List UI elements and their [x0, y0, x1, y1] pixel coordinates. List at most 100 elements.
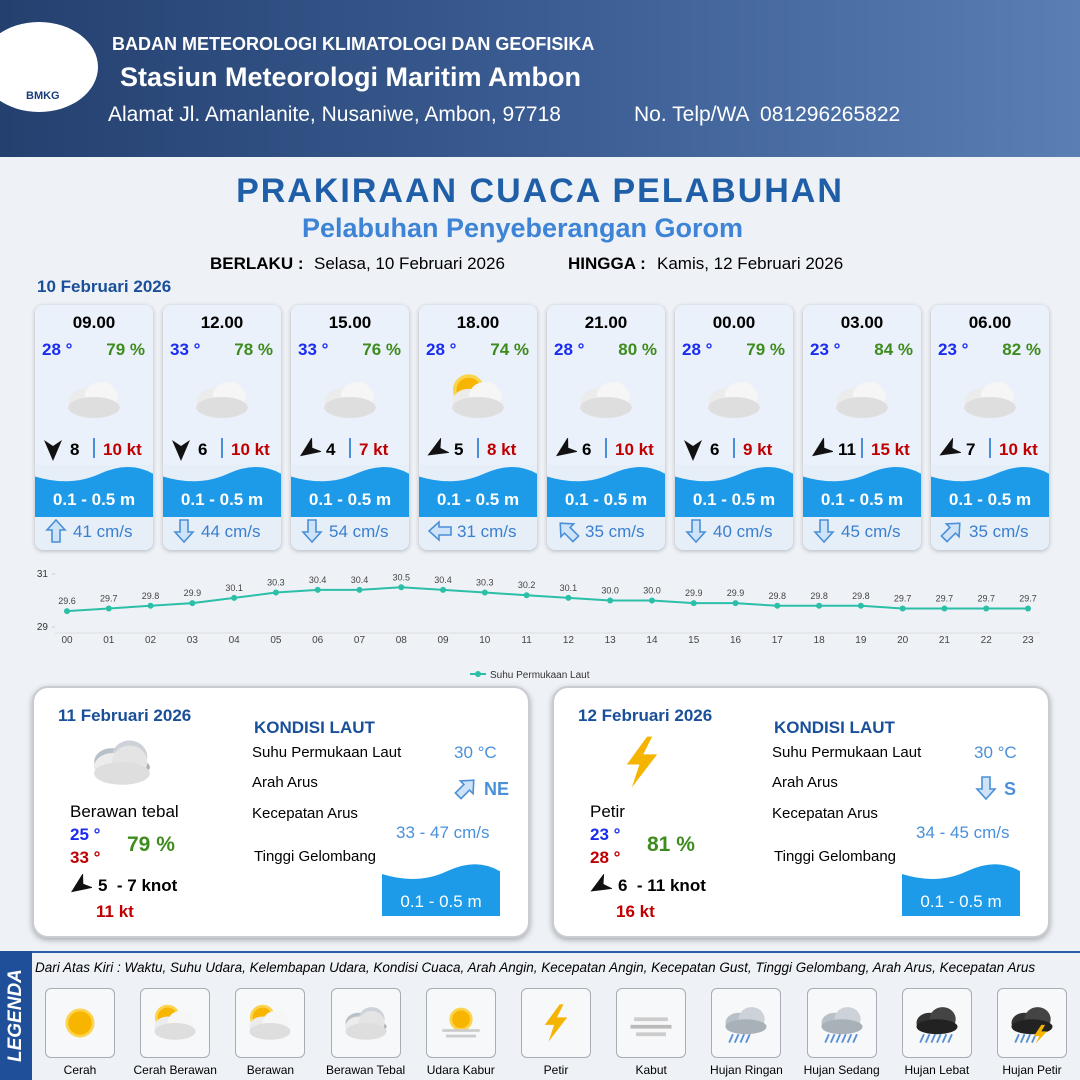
- arrow-shape: [45, 519, 67, 543]
- arrow-outline: [428, 520, 452, 542]
- legend-note: Dari Atas Kiri : Waktu, Suhu Udara, Kele…: [35, 960, 1036, 975]
- legend-label: Udara Kabur: [426, 1063, 495, 1077]
- current-arrow: [428, 520, 452, 542]
- wave-fill: [382, 864, 500, 916]
- current-arrow: [559, 522, 580, 543]
- icon-part: [249, 1023, 291, 1040]
- phone: No. Telp/WA 081296265822: [634, 103, 901, 126]
- icon-part: [821, 1019, 863, 1035]
- weather-icon: [442, 1007, 480, 1038]
- time: 00.00: [712, 313, 756, 332]
- icon-part: [725, 1019, 767, 1035]
- icon-part: [196, 397, 248, 418]
- arrow-outline: [173, 519, 195, 543]
- from-date: Selasa, 10 Februari 2026: [314, 254, 505, 273]
- arrow-head: [427, 438, 449, 456]
- sst-value: 30 °C: [974, 743, 1017, 762]
- icon-part: [154, 1023, 196, 1040]
- arrow-outline: [813, 519, 835, 543]
- point: [648, 597, 655, 604]
- icon-part: [734, 1033, 740, 1043]
- icon-part: [1033, 1024, 1047, 1044]
- wave-graphic: [675, 467, 793, 517]
- time: 03.00: [840, 313, 884, 332]
- icon-part: [829, 1033, 835, 1043]
- icon-part: [324, 397, 376, 418]
- data-label: 29.8: [769, 591, 787, 601]
- icon-part: [739, 1033, 746, 1043]
- legend-label: Kabut: [635, 1063, 667, 1077]
- weather-icon: [964, 381, 1016, 418]
- point: [732, 600, 739, 607]
- current-arrow: [301, 519, 323, 543]
- current-speed: 40 cm/s: [713, 522, 773, 541]
- weather-icon: [580, 381, 632, 418]
- icon-part: [851, 1033, 858, 1043]
- icon-part: [728, 1033, 735, 1043]
- legend-label: Berawan: [246, 1063, 295, 1077]
- gust: 10 kt: [999, 440, 1038, 459]
- x-tick-label: 11: [521, 635, 532, 646]
- humidity: 76 %: [362, 340, 401, 359]
- arrow-shape: [811, 438, 833, 457]
- point: [314, 586, 321, 593]
- current-speed: 44 cm/s: [201, 522, 261, 541]
- icon-part: [1019, 1033, 1026, 1043]
- current-speed: 35 cm/s: [585, 522, 645, 541]
- sst-label: Suhu Permukaan Laut: [772, 744, 922, 761]
- wave-graphic: [931, 467, 1049, 517]
- legend-label: Hujan Sedang: [803, 1063, 880, 1077]
- logo-text: BMKG: [26, 90, 60, 102]
- icon-part: [745, 1033, 751, 1043]
- temp-min: 25 °: [70, 825, 101, 844]
- weather-icon: [708, 381, 760, 418]
- x-tick-label: 19: [855, 635, 867, 646]
- icon-part: [916, 1019, 958, 1035]
- time: 18.00: [456, 313, 500, 332]
- icon-part: [840, 1033, 847, 1043]
- icon-part: [68, 397, 120, 418]
- air-temp: 23 °: [810, 340, 841, 359]
- x-tick-label: 12: [563, 635, 575, 646]
- legend-box: [616, 988, 687, 1058]
- point: [398, 584, 405, 591]
- current-speed: 41 cm/s: [73, 522, 133, 541]
- separator: [93, 438, 95, 458]
- wave-height: 0.1 - 0.5 m: [52, 490, 136, 509]
- temp-max: 33 °: [70, 848, 101, 867]
- title: PRAKIRAAN CUACA PELABUHAN: [236, 172, 844, 210]
- icon-part: [580, 397, 632, 418]
- arrow-shape: [428, 520, 452, 542]
- time: 12.00: [200, 313, 244, 332]
- x-tick-label: 00: [61, 635, 73, 646]
- gust: 10 kt: [103, 440, 142, 459]
- arrow-outline: [301, 519, 323, 543]
- x-tick-label: 10: [479, 635, 491, 646]
- wave-fill: [163, 467, 281, 517]
- arrow-outline: [559, 522, 580, 543]
- x-tick-label: 01: [103, 635, 115, 646]
- wave-graphic: [902, 864, 1020, 916]
- dir-value: NE: [484, 779, 510, 799]
- air-temp: 28 °: [682, 340, 713, 359]
- data-label: 29.8: [810, 591, 828, 601]
- arrow-shape: [559, 522, 580, 543]
- forecast-card: 15.00 33 ° 76 % 4 7 kt 0.1 - 0.5 m 54 cm/s: [291, 305, 409, 550]
- arrow-shape: [301, 519, 323, 543]
- point: [983, 605, 990, 612]
- weather-icon: [345, 1007, 387, 1040]
- x-tick-label: 14: [646, 635, 658, 646]
- sst-label: Suhu Permukaan Laut: [252, 744, 402, 761]
- y-tick-label: 29: [37, 622, 49, 633]
- air-temp: 28 °: [42, 340, 73, 359]
- current-speed: 35 cm/s: [969, 522, 1029, 541]
- data-label: 30.0: [643, 586, 661, 596]
- station-name: Stasiun Meteorologi Maritim Ambon: [120, 62, 582, 92]
- x-tick-label: 21: [939, 635, 951, 646]
- wave-height: 0.1 - 0.5 m: [564, 490, 648, 509]
- point: [899, 605, 906, 612]
- humidity: 74 %: [490, 340, 529, 359]
- speed-value: 34 - 45 cm/s: [916, 823, 1010, 842]
- arrow-shape: [172, 440, 190, 461]
- icon-part: [941, 1033, 947, 1043]
